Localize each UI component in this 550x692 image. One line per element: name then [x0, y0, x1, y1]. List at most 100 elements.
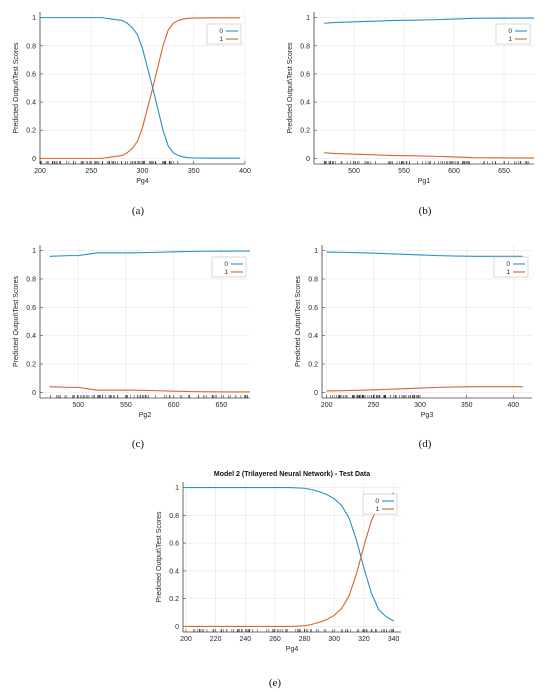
x-tick-label: 200	[321, 402, 333, 409]
series-line-0	[326, 251, 523, 257]
y-tick-label: 0.6	[169, 541, 179, 548]
chart-c: 0 0.2 0.4 0.6 0.8 1 500 550 600 650 Pg2 Predicted O…	[13, 245, 250, 419]
y-tick-label: 1	[175, 485, 179, 492]
caption-a: (a)	[132, 205, 145, 217]
y-tick-label: 0.2	[308, 362, 318, 369]
y-tick-label: 0.6	[26, 71, 36, 78]
y-tick-label: 1	[306, 15, 310, 22]
y-tick-label: 0	[314, 390, 318, 397]
legend-box	[211, 256, 247, 278]
x-axis-label: Pg1	[418, 178, 431, 185]
y-tick-label: 0.2	[26, 362, 36, 369]
series-line-1	[326, 386, 523, 392]
legend-label: 0	[375, 498, 379, 505]
series-line-0	[323, 17, 534, 24]
caption-d: (d)	[419, 438, 432, 450]
x-axis-label: Pg2	[139, 412, 152, 419]
caption-c: (c)	[132, 438, 145, 450]
x-tick-label: 600	[448, 168, 460, 175]
x-tick-label: 500	[348, 168, 360, 175]
y-tick-label: 0.2	[169, 596, 179, 603]
x-tick-label: 350	[188, 168, 200, 175]
y-tick-label: 0.8	[308, 277, 318, 284]
y-axis-label: Predicted Output\Test Scores	[287, 42, 294, 134]
series-line-0	[49, 250, 250, 257]
x-tick-label: 200	[180, 636, 192, 643]
series-line-1	[49, 386, 250, 393]
chart-d: 0 0.2 0.4 0.6 0.8 1 200 250 300 350 400 Pg3 Predicte…	[295, 245, 532, 419]
x-tick-label: 200	[34, 168, 46, 175]
x-axis-label: Pg4	[286, 646, 299, 653]
x-tick-label: 550	[120, 402, 132, 409]
x-tick-label: 260	[269, 636, 281, 643]
chart-e: 0 0.2 0.4 0.6 0.8 1 200 220 240 260 280 300 320 340 Pg…	[156, 471, 401, 653]
legend: 01	[362, 493, 398, 515]
y-tick-label: 0.6	[300, 71, 310, 78]
rug-marks	[40, 161, 179, 165]
caption-b: (b)	[419, 205, 432, 217]
x-tick-label: 550	[398, 168, 410, 175]
chart-a: 0 0.2 0.4 0.6 0.8 1 200 250 300 350 400 Pg4 Predicte…	[13, 12, 251, 185]
y-tick-label: 0.2	[26, 128, 36, 135]
y-tick-label: 0.8	[26, 43, 36, 50]
y-tick-label: 0	[306, 156, 310, 163]
x-tick-label: 250	[367, 402, 379, 409]
y-tick-label: 1	[32, 15, 36, 22]
legend: 01	[211, 256, 247, 278]
legend-box	[206, 23, 242, 45]
legend: 01	[493, 256, 529, 278]
series-line-1	[185, 492, 394, 627]
x-tick-label: 500	[72, 402, 84, 409]
x-tick-label: 340	[388, 636, 400, 643]
x-tick-label: 250	[85, 168, 97, 175]
series-line-0	[40, 17, 240, 159]
x-tick-label: 300	[414, 402, 426, 409]
x-tick-label: 400	[507, 402, 519, 409]
y-tick-label: 0	[175, 624, 179, 631]
y-axis-label: Predicted Output\Test Scores	[13, 42, 20, 134]
y-tick-label: 0.4	[308, 333, 318, 340]
y-tick-label: 0.8	[169, 513, 179, 520]
legend-label: 0	[224, 261, 228, 268]
legend-box	[495, 23, 531, 45]
chart-title: Model 2 (Trilayered Neural Network) - Te…	[214, 471, 370, 478]
legend-label: 0	[506, 261, 510, 268]
x-tick-label: 300	[137, 168, 149, 175]
y-tick-label: 0.8	[300, 43, 310, 50]
x-tick-label: 280	[299, 636, 311, 643]
x-tick-label: 350	[461, 402, 473, 409]
legend-box	[493, 256, 529, 278]
y-tick-label: 0.4	[26, 100, 36, 107]
y-tick-label: 0	[32, 156, 36, 163]
y-tick-label: 0.2	[300, 128, 310, 135]
y-tick-label: 0	[32, 390, 36, 397]
legend-label: 1	[219, 36, 223, 43]
caption-e: (e)	[269, 677, 282, 689]
y-axis-label: Predicted Output\Test Scores	[13, 275, 20, 367]
legend-label: 0	[219, 28, 223, 35]
x-axis-label: Pg3	[421, 412, 434, 419]
x-tick-label: 650	[498, 168, 510, 175]
legend-label: 1	[506, 269, 510, 276]
legend-label: 1	[508, 36, 512, 43]
y-tick-label: 1	[314, 248, 318, 255]
rug-marks	[326, 395, 420, 399]
series-line-1	[40, 17, 240, 159]
y-tick-label: 1	[32, 248, 36, 255]
x-axis-label: Pg4	[136, 178, 149, 185]
y-tick-label: 0.8	[26, 277, 36, 284]
y-tick-label: 0.4	[169, 568, 179, 575]
x-tick-label: 600	[168, 402, 180, 409]
legend-box	[362, 493, 398, 515]
x-tick-label: 240	[239, 636, 251, 643]
y-axis-label: Predicted Output\Test Scores	[295, 275, 302, 367]
x-tick-label: 220	[210, 636, 222, 643]
rug-marks	[193, 629, 394, 633]
y-tick-label: 0.6	[308, 305, 318, 312]
x-tick-label: 320	[358, 636, 370, 643]
x-tick-label: 300	[328, 636, 340, 643]
rug-marks	[324, 161, 530, 165]
y-tick-label: 0.4	[300, 100, 310, 107]
y-tick-label: 0.6	[26, 305, 36, 312]
